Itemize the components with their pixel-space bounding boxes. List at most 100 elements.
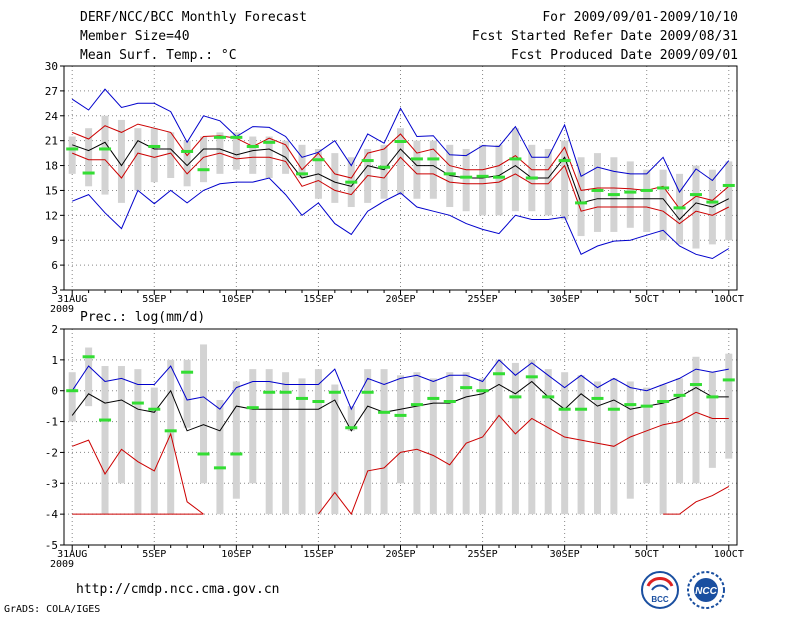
- observed-marker: [328, 390, 341, 394]
- spread-bar: [544, 148, 552, 216]
- observed-marker: [542, 395, 555, 399]
- observed-marker: [460, 386, 473, 390]
- spread-bar: [68, 136, 76, 174]
- observed-marker: [427, 157, 440, 161]
- x-tick-label: 31AUG: [57, 549, 87, 560]
- observed-marker: [82, 355, 95, 359]
- y-tick-label: 2: [51, 323, 58, 336]
- x-tick-label: 31AUG: [57, 294, 87, 305]
- observed-marker: [197, 452, 210, 456]
- header-start-date: Fcst Started Refer Date 2009/08/31: [471, 29, 738, 44]
- spread-bar: [265, 369, 273, 515]
- spread-bar: [676, 378, 684, 484]
- spread-bar: [561, 140, 569, 220]
- spread-bar: [561, 372, 569, 515]
- spread-bar: [413, 140, 421, 199]
- x-tick-label: 10OCT: [714, 294, 744, 305]
- spread-bar: [101, 115, 109, 195]
- spread-bar: [397, 128, 404, 195]
- spread-bar: [511, 362, 519, 515]
- observed-marker: [673, 206, 686, 210]
- observed-marker: [706, 395, 719, 399]
- observed-marker: [181, 149, 194, 153]
- observed-marker: [148, 407, 161, 411]
- observed-marker: [509, 395, 522, 399]
- spread-bar: [249, 369, 257, 484]
- footer-url[interactable]: http://cmdp.ncc.cma.gov.cn: [76, 582, 280, 597]
- spread-bar: [117, 366, 125, 484]
- observed-marker: [246, 406, 259, 410]
- series-line-ext-high: [71, 359, 729, 411]
- x-tick-label: 5SEP: [142, 294, 166, 305]
- observed-marker: [197, 168, 210, 172]
- spread-bar: [643, 169, 651, 232]
- observed-marker: [213, 466, 226, 470]
- spread-bar: [429, 378, 437, 515]
- spread-bar: [577, 375, 585, 515]
- spread-bar: [364, 369, 372, 515]
- observed-marker: [689, 383, 702, 387]
- series-line-median: [72, 140, 730, 221]
- header-member-size: Member Size=40: [80, 29, 190, 44]
- observed-marker: [296, 172, 309, 176]
- spread-bar: [216, 399, 224, 515]
- spread-bar: [577, 157, 585, 237]
- spread-bar: [462, 148, 470, 212]
- spread-bar: [446, 372, 454, 515]
- observed-marker: [607, 193, 620, 197]
- observed-marker: [378, 165, 391, 169]
- grads-credit: GrADS: COLA/IGES: [4, 604, 101, 615]
- x-tick-label: 30SEP: [550, 294, 580, 305]
- y-tick-label: 24: [45, 110, 59, 123]
- spread-bar: [183, 140, 191, 187]
- observed-marker: [394, 139, 407, 143]
- series-line-q-high: [72, 123, 730, 210]
- observed-marker: [378, 410, 391, 414]
- spread-bar: [495, 359, 503, 515]
- observed-marker: [296, 396, 309, 400]
- observed-marker: [66, 147, 79, 151]
- spread-bar: [282, 372, 290, 515]
- header-variable: Mean Surf. Temp.: °C: [80, 48, 237, 63]
- spread-bar: [134, 128, 142, 191]
- spread-bar: [167, 132, 175, 178]
- observed-marker: [624, 190, 637, 194]
- series-line-q-low: [318, 411, 729, 516]
- spread-bar: [593, 381, 601, 515]
- spread-bar: [167, 359, 175, 515]
- spread-bar: [200, 136, 208, 183]
- observed-marker: [443, 172, 456, 176]
- y-tick-label: 3: [51, 284, 58, 297]
- observed-marker: [312, 400, 325, 404]
- spread-bar: [626, 381, 634, 499]
- series-line-q-low: [72, 152, 730, 225]
- spread-bar: [85, 347, 93, 407]
- spread-bar: [479, 378, 487, 515]
- spread-bar: [397, 375, 404, 484]
- spread-bar: [692, 165, 700, 249]
- observed-marker: [131, 401, 144, 405]
- y-tick-label: 6: [51, 259, 58, 272]
- observed-marker: [591, 396, 604, 400]
- spread-bar: [101, 366, 109, 515]
- spread-bar: [85, 128, 93, 187]
- y-tick-label: 15: [45, 184, 58, 197]
- series-line-q-high: [71, 380, 729, 432]
- precip-panel-title: Prec.: log(mm/d): [80, 310, 206, 325]
- observed-marker: [410, 157, 423, 161]
- observed-marker: [361, 390, 374, 394]
- header-forecast-period: For 2009/09/01-2009/10/10: [542, 10, 738, 25]
- x-tick-label: 10SEP: [221, 294, 251, 305]
- observed-marker: [558, 159, 571, 163]
- observed-marker: [246, 144, 259, 148]
- observed-marker: [492, 372, 505, 376]
- y-tick-label: 9: [51, 234, 58, 247]
- spread-bar: [544, 369, 552, 515]
- observed-marker: [624, 403, 637, 407]
- x-tick-label: 15SEP: [303, 294, 333, 305]
- spread-bar: [331, 384, 339, 515]
- observed-marker: [394, 413, 407, 417]
- y-tick-label: 12: [45, 209, 58, 222]
- observed-marker: [82, 171, 95, 175]
